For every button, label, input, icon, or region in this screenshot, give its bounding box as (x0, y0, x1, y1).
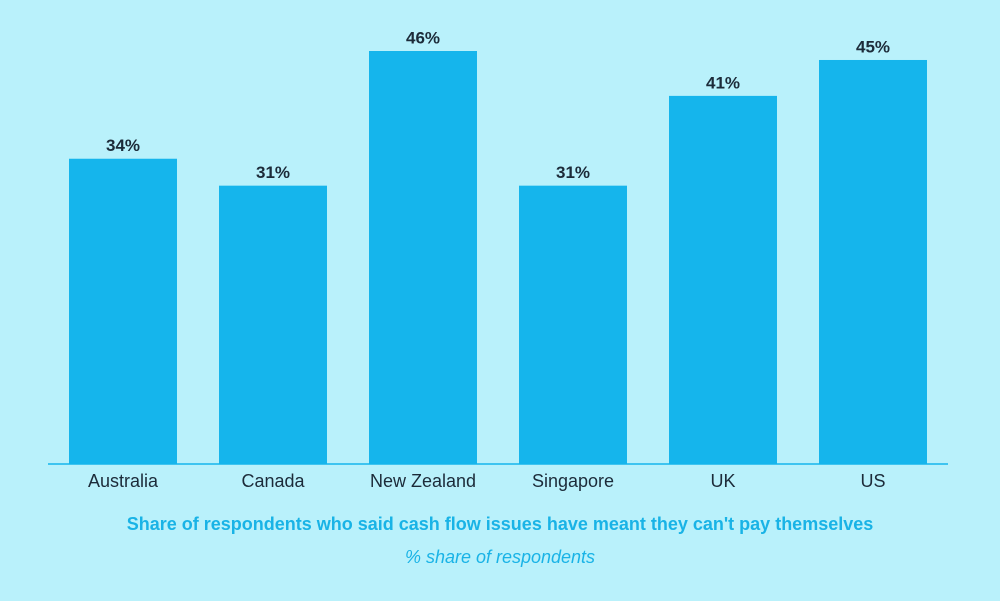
bar (819, 59, 927, 464)
bar (69, 158, 177, 464)
chart-title: Share of respondents who said cash flow … (127, 514, 874, 534)
value-label: 46% (406, 28, 440, 47)
value-label: 31% (256, 163, 290, 182)
x-tick-label: Australia (88, 471, 159, 491)
value-label: 34% (106, 136, 140, 155)
x-tick-label: Canada (241, 471, 305, 491)
x-tick-label: Singapore (532, 471, 614, 491)
chart-subtitle: % share of respondents (405, 547, 595, 567)
x-tick-label: UK (710, 471, 735, 491)
x-tick-label: US (860, 471, 885, 491)
value-label: 31% (556, 163, 590, 182)
bar (519, 185, 627, 464)
bar (669, 95, 777, 465)
value-label: 41% (706, 73, 740, 92)
bar (369, 51, 477, 464)
x-tick-label: New Zealand (370, 471, 476, 491)
value-label: 45% (856, 37, 890, 56)
bar (219, 185, 327, 464)
